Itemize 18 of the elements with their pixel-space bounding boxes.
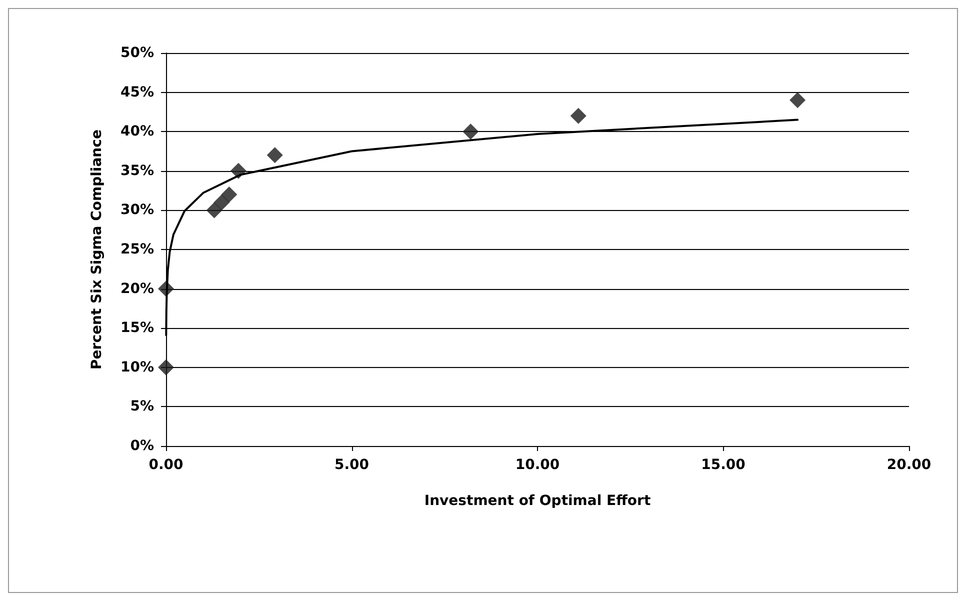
y-axis-title: Percent Six Sigma Compliance [89,130,105,370]
x-tick-label: 0.00 [148,457,184,473]
y-tick-label: 45% [120,84,154,100]
y-tick-label: 40% [120,124,154,140]
y-tick-label: 15% [120,320,154,336]
y-tick-label: 20% [120,280,154,297]
y-tick-label: 30% [120,202,154,218]
x-tick-label: 5.00 [334,457,370,473]
y-tick-label: 10% [120,359,154,376]
x-tick-label: 20.00 [886,457,932,473]
x-tick-label: 15.00 [701,457,746,473]
x-tick-label: 10.00 [515,457,560,473]
y-tick-label: 25% [120,242,154,258]
y-tick-label: 35% [120,162,154,179]
y-tick-label: 50% [120,45,154,61]
y-tick-label: 0% [130,438,154,454]
x-axis-title: Investment of Optimal Effort [424,493,651,509]
y-tick-label: 5% [130,398,154,415]
